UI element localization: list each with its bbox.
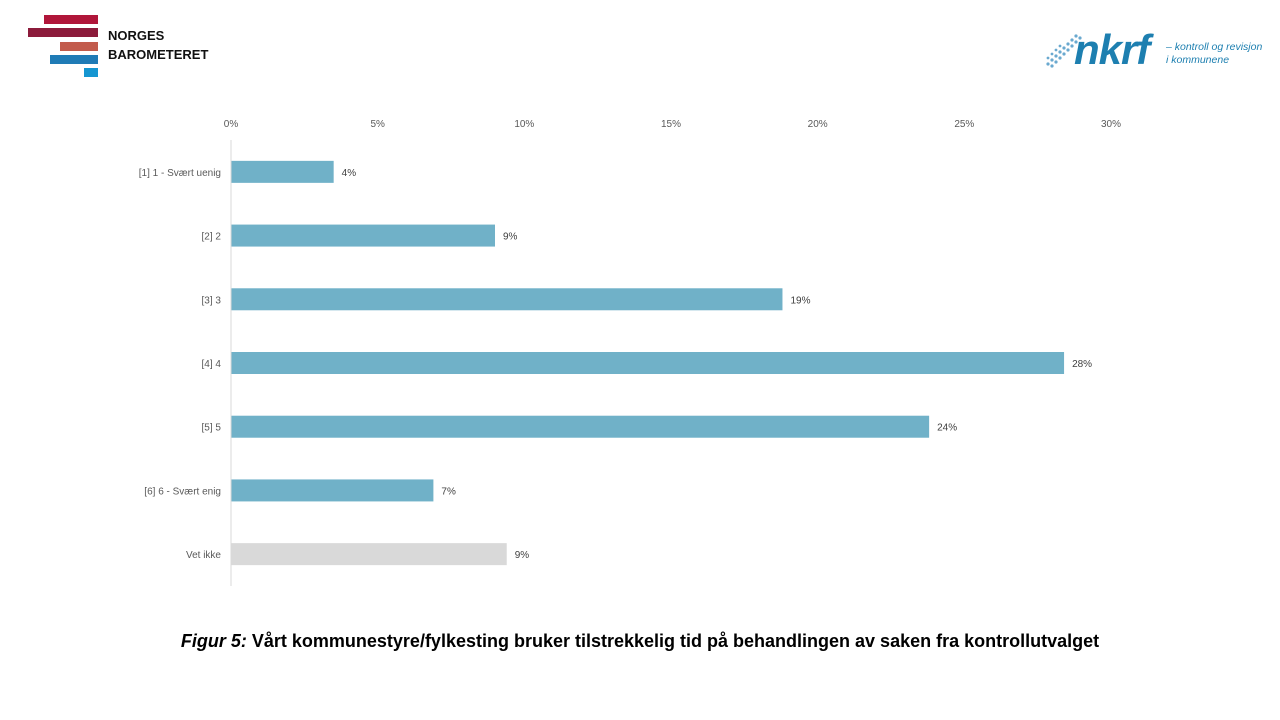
bar [231, 160, 334, 183]
bar-chart: 0% 5% 10% 15% 20% 25% 30% [1] 1 - Svært uenig 4%… [139, 119, 1121, 586]
nkrf-wordmark: nkrf [1074, 26, 1154, 73]
x-tick-label: 0% [224, 119, 239, 130]
x-tick-label: 5% [370, 119, 385, 130]
nkrf-tagline-1: – kontroll og revisjon [1165, 41, 1262, 53]
data-label: 19% [790, 295, 810, 306]
logo-stripe-1 [44, 15, 98, 24]
category-label: [3] 3 [202, 295, 222, 306]
caption-prefix: Figur 5: [180, 631, 247, 651]
logo-stripe-2 [28, 28, 98, 37]
category-label: [1] 1 - Svært uenig [139, 168, 221, 179]
logo-stripe-4 [50, 55, 98, 64]
data-label: 24% [937, 423, 957, 434]
x-tick-label: 15% [661, 119, 681, 130]
nkrf-logo: nkrf – kontroll og revisjon i kommunene [1040, 20, 1270, 80]
bar [231, 543, 507, 566]
data-label: 28% [1072, 359, 1092, 370]
x-tick-label: 25% [954, 119, 974, 130]
figure-caption: Figur 5: Vårt kommunestyre/fylkesting br… [0, 631, 1280, 652]
category-label: [6] 6 - Svært enig [144, 486, 221, 497]
data-label: 9% [503, 232, 518, 243]
x-tick-label: 20% [808, 119, 828, 130]
bar [231, 352, 1065, 374]
x-tick-label: 10% [514, 119, 534, 130]
logo-stripe-5 [84, 68, 98, 77]
category-label: [4] 4 [202, 359, 222, 370]
data-label: 4% [342, 168, 357, 179]
nkrf-tagline-2: i kommunene [1166, 54, 1229, 66]
bar [231, 288, 783, 311]
logo-text-barometeret: BAROMETERET [108, 47, 209, 62]
caption-text: Vårt kommunestyre/fylkesting bruker tils… [246, 631, 1100, 651]
bar [231, 479, 434, 502]
logo-stripe-3 [60, 42, 98, 51]
bar [231, 415, 930, 438]
norges-barometeret-logo: NORGES BAROMETERET [0, 0, 260, 90]
nkrf-dots-icon [1046, 34, 1082, 68]
category-label: [2] 2 [202, 232, 222, 243]
category-label: [5] 5 [202, 423, 222, 434]
data-label: 7% [441, 486, 456, 497]
logo-text-norges: NORGES [108, 28, 165, 43]
category-label: Vet ikke [186, 550, 221, 561]
data-label: 9% [515, 550, 530, 561]
bar [231, 224, 495, 247]
x-tick-label: 30% [1101, 119, 1121, 130]
